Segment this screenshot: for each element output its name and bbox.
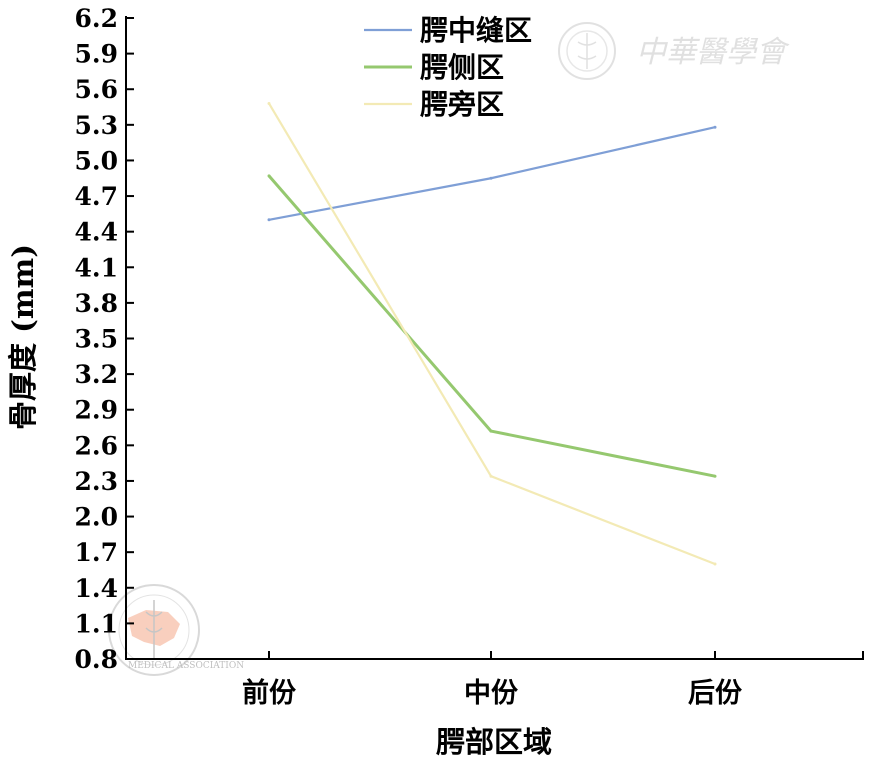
seal-watermark: MEDICAL ASSOCIATION — [108, 584, 244, 676]
y-tick-label: 3.8 — [75, 289, 119, 318]
y-tick-label: 2.9 — [75, 396, 119, 425]
y-tick-label: 5.0 — [75, 146, 119, 175]
y-tick-label: 4.7 — [75, 182, 119, 211]
data-point — [267, 218, 271, 222]
y-tick-label: 5.3 — [75, 111, 119, 140]
y-tick-label: 2.3 — [75, 467, 119, 496]
y-ticks: 0.8 1.1 1.4 1.7 2.0 2.3 2.6 2.9 3.2 3.5 3.8 4.1 4.4 4… — [75, 4, 134, 674]
legend-label: 腭中缝区 — [420, 14, 532, 47]
x-category-label: 中份 — [464, 678, 518, 709]
y-tick-label: 0.8 — [75, 645, 119, 674]
data-point — [713, 474, 717, 478]
y-tick-label: 2.0 — [75, 503, 119, 532]
data-point — [489, 176, 493, 180]
y-tick-label: 4.4 — [75, 218, 119, 247]
data-point — [267, 174, 271, 178]
watermark-logo: 中華醫學會 — [558, 22, 790, 80]
series-line-0 — [268, 126, 716, 221]
y-tick-label: 1.7 — [75, 538, 119, 567]
y-tick-label: 1.4 — [75, 574, 119, 603]
series-line-2 — [268, 102, 716, 566]
y-axis-title: 骨厚度 (mm) — [6, 244, 40, 430]
x-ticks: 前份 中份 后份 — [242, 651, 864, 709]
data-point — [713, 125, 717, 129]
data-point — [489, 429, 493, 433]
y-tick-label: 6.2 — [75, 4, 119, 33]
legend-label: 腭侧区 — [420, 51, 504, 84]
data-point — [267, 101, 271, 105]
data-point — [713, 562, 717, 566]
x-axis-title: 腭部区域 — [436, 725, 552, 759]
y-tick-label: 3.2 — [75, 360, 119, 389]
y-tick-label: 1.1 — [75, 609, 119, 638]
y-tick-label: 4.1 — [75, 253, 119, 282]
watermark-text: 中華醫學會 — [636, 35, 790, 70]
y-tick-label: 5.9 — [75, 40, 119, 69]
legend-label: 腭旁区 — [420, 88, 504, 121]
y-tick-label: 3.5 — [75, 325, 119, 354]
x-category-label: 后份 — [688, 678, 742, 709]
data-point — [489, 474, 493, 478]
y-tick-label: 5.6 — [75, 75, 119, 104]
y-tick-label: 2.6 — [75, 431, 119, 460]
x-category-label: 前份 — [242, 677, 296, 709]
seal-text: MEDICAL ASSOCIATION — [128, 661, 244, 671]
series-lines — [267, 101, 717, 566]
